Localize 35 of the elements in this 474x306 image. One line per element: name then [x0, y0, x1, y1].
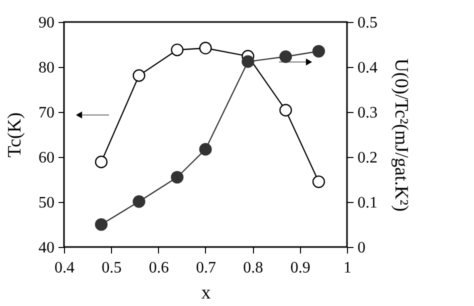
point: [94, 156, 108, 168]
point: [312, 175, 325, 188]
y2-tick-label: 0: [358, 240, 366, 256]
x-tick-label: 0.4: [54, 260, 74, 276]
point: [279, 104, 292, 116]
point: [199, 42, 212, 54]
y-tick-label: 60: [38, 150, 54, 166]
y2-tick-label: 0.1: [358, 194, 378, 212]
y-axis-title: Tc(K): [4, 112, 26, 158]
y-tick-label: 90: [38, 14, 54, 32]
y-tick-label: 40: [38, 240, 54, 256]
y2-axis-title: U(0)/Tc²(mJ/gat.K²): [390, 58, 412, 212]
x-tick-label: 0.7: [196, 260, 216, 276]
point: [312, 44, 325, 58]
point: [279, 50, 292, 63]
point: [170, 44, 184, 56]
y2-tick-label: 0.5: [358, 14, 378, 32]
y-tick-label: 80: [38, 60, 54, 76]
y2-tick-label: 0.2: [358, 150, 378, 166]
point: [132, 69, 146, 82]
x-axis-title: x: [201, 282, 212, 304]
x-tick-label: 0.9: [290, 260, 310, 276]
x-tick-label: 0.5: [102, 260, 122, 276]
y2-tick-label: 0.3: [358, 104, 378, 122]
x-tick-label: 1: [344, 260, 352, 276]
point: [242, 55, 254, 68]
y-tick-label: 70: [38, 104, 54, 122]
point: [94, 218, 108, 231]
point: [132, 195, 146, 208]
y-tick-label: 50: [38, 194, 54, 212]
y2-tick-label: 0.4: [358, 60, 378, 76]
point: [170, 170, 184, 184]
x-tick-label: 0.8: [243, 260, 264, 276]
x-tick-label: 0.6: [148, 260, 169, 276]
point: [199, 143, 212, 156]
